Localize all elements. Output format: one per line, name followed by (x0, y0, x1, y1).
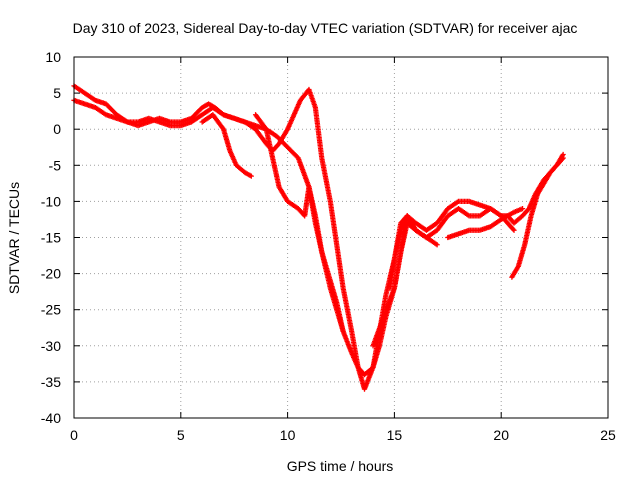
y-tick-label: 0 (53, 121, 61, 137)
y-tick-label: -5 (49, 157, 62, 173)
series-arc-5 (387, 155, 566, 291)
x-tick-label: 10 (280, 427, 296, 443)
x-tick-label: 25 (600, 427, 616, 443)
label-layer: 0 5 10 15 20 25 10 5 0 -5 -10 -15 -20 -25 -30 -35 -40 (41, 49, 616, 443)
y-tick-label: -35 (41, 374, 61, 390)
data-point (511, 227, 517, 233)
series-arc-6 (370, 206, 517, 349)
series-layer (71, 83, 566, 392)
y-tick-label: -40 (41, 410, 61, 426)
y-tick-label: -10 (41, 193, 61, 209)
y-tick-label: -25 (41, 302, 61, 318)
series-arc-3 (199, 112, 254, 179)
data-point (340, 328, 346, 334)
x-tick-label: 5 (177, 427, 185, 443)
y-axis-title: SDTVAR / TECUs (6, 182, 22, 294)
series-arc-8 (509, 151, 566, 280)
y-tick-label: -30 (41, 338, 61, 354)
data-point (560, 151, 566, 158)
y-tick-label: -15 (41, 230, 61, 246)
x-tick-label: 15 (387, 427, 403, 443)
y-tick-label: 5 (53, 85, 61, 101)
data-point (248, 173, 254, 179)
grid-layer (74, 57, 608, 418)
data-point (510, 226, 516, 232)
chart-title: Day 310 of 2023, Sidereal Day-to-day VTE… (73, 20, 578, 36)
y-tick-label: 10 (45, 49, 61, 65)
tick-layer (73, 56, 609, 419)
x-tick-label: 0 (70, 427, 78, 443)
data-point (519, 206, 526, 212)
data-point (434, 242, 440, 248)
series-arc-7 (445, 206, 526, 241)
x-tick-label: 20 (493, 427, 509, 443)
series-arc-4 (252, 112, 346, 334)
y-tick-label: -20 (41, 266, 61, 282)
x-axis-title: GPS time / hours (287, 458, 394, 474)
